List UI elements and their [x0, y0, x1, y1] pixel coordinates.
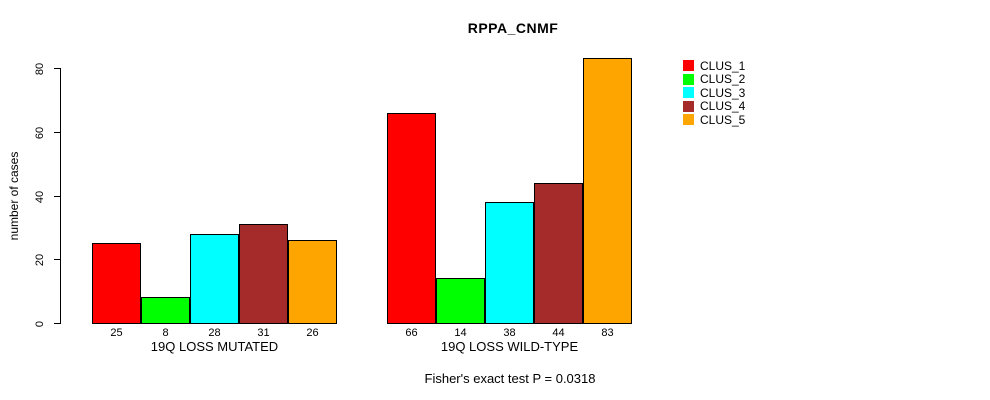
- legend-item-label: CLUS_4: [700, 99, 746, 114]
- x-category-label: 19Q LOSS WILD-TYPE: [440, 339, 579, 354]
- bar-clus_5-group2: [583, 58, 632, 324]
- y-axis-tick-label: 20: [34, 253, 46, 266]
- bar-value-label: 66: [405, 327, 418, 339]
- bar-value-label: 26: [306, 327, 319, 339]
- y-axis-label: number of cases: [7, 151, 21, 241]
- legend-item-clus_3: CLUS_3: [683, 86, 745, 100]
- bar-value-label: 28: [208, 327, 221, 339]
- bar-value-label: 8: [162, 327, 169, 339]
- bar-clus_5-group1: [288, 240, 337, 324]
- y-axis-tick: [54, 259, 60, 260]
- y-axis-tick: [54, 132, 60, 133]
- bar-clus_4-group1: [239, 224, 288, 324]
- legend-item-clus_2: CLUS_2: [683, 72, 746, 87]
- y-axis-tick: [54, 68, 60, 69]
- legend-swatch-icon: [683, 100, 694, 112]
- legend-item-label: CLUS_3: [700, 85, 746, 100]
- bar-clus_2-group2: [436, 278, 485, 324]
- y-axis-line: [60, 68, 61, 324]
- legend-swatch-icon: [683, 60, 694, 72]
- x-category-label: 19Q LOSS MUTATED: [150, 339, 279, 354]
- chart-title: RPPA_CNMF: [467, 20, 559, 36]
- y-axis-tick: [54, 196, 60, 197]
- bar-clus_2-group1: [141, 297, 190, 324]
- legend-item-clus_5: CLUS_5: [683, 113, 745, 127]
- legend-item-clus_4: CLUS_4: [683, 99, 746, 114]
- legend-swatch-icon: [683, 73, 694, 85]
- fisher-test-annotation: Fisher's exact test P = 0.0318: [424, 371, 596, 386]
- y-axis-tick: [54, 323, 60, 324]
- bar-value-label: 14: [454, 327, 467, 339]
- bar-value-label: 83: [601, 327, 614, 339]
- bar-value-label: 31: [257, 327, 270, 339]
- legend-item-label: CLUS_1: [700, 58, 746, 73]
- bar-value-label: 44: [552, 327, 565, 339]
- bar-value-label: 38: [503, 327, 516, 339]
- y-axis-tick-label: 40: [34, 190, 46, 203]
- legend-swatch-icon: [683, 87, 694, 99]
- bar-value-label: 25: [110, 327, 123, 339]
- legend-item-clus_1: CLUS_1: [683, 59, 745, 73]
- legend-item-label: CLUS_5: [700, 112, 746, 127]
- legend-item-label: CLUS_2: [700, 72, 746, 87]
- bar-clus_3-group1: [190, 234, 239, 324]
- y-axis-tick-label: 80: [34, 62, 46, 75]
- y-axis-tick-label: 60: [34, 126, 46, 139]
- y-axis-tick-label: 0: [34, 320, 46, 327]
- bar-clus_4-group2: [534, 183, 583, 324]
- legend-swatch-icon: [683, 114, 694, 126]
- bar-clus_3-group2: [485, 202, 534, 324]
- bar-clus_1-group2: [387, 113, 436, 324]
- legend: CLUS_1 CLUS_2 CLUS_3 CLUS_4 CLUS_5: [683, 59, 745, 127]
- bar-clus_1-group1: [92, 243, 141, 324]
